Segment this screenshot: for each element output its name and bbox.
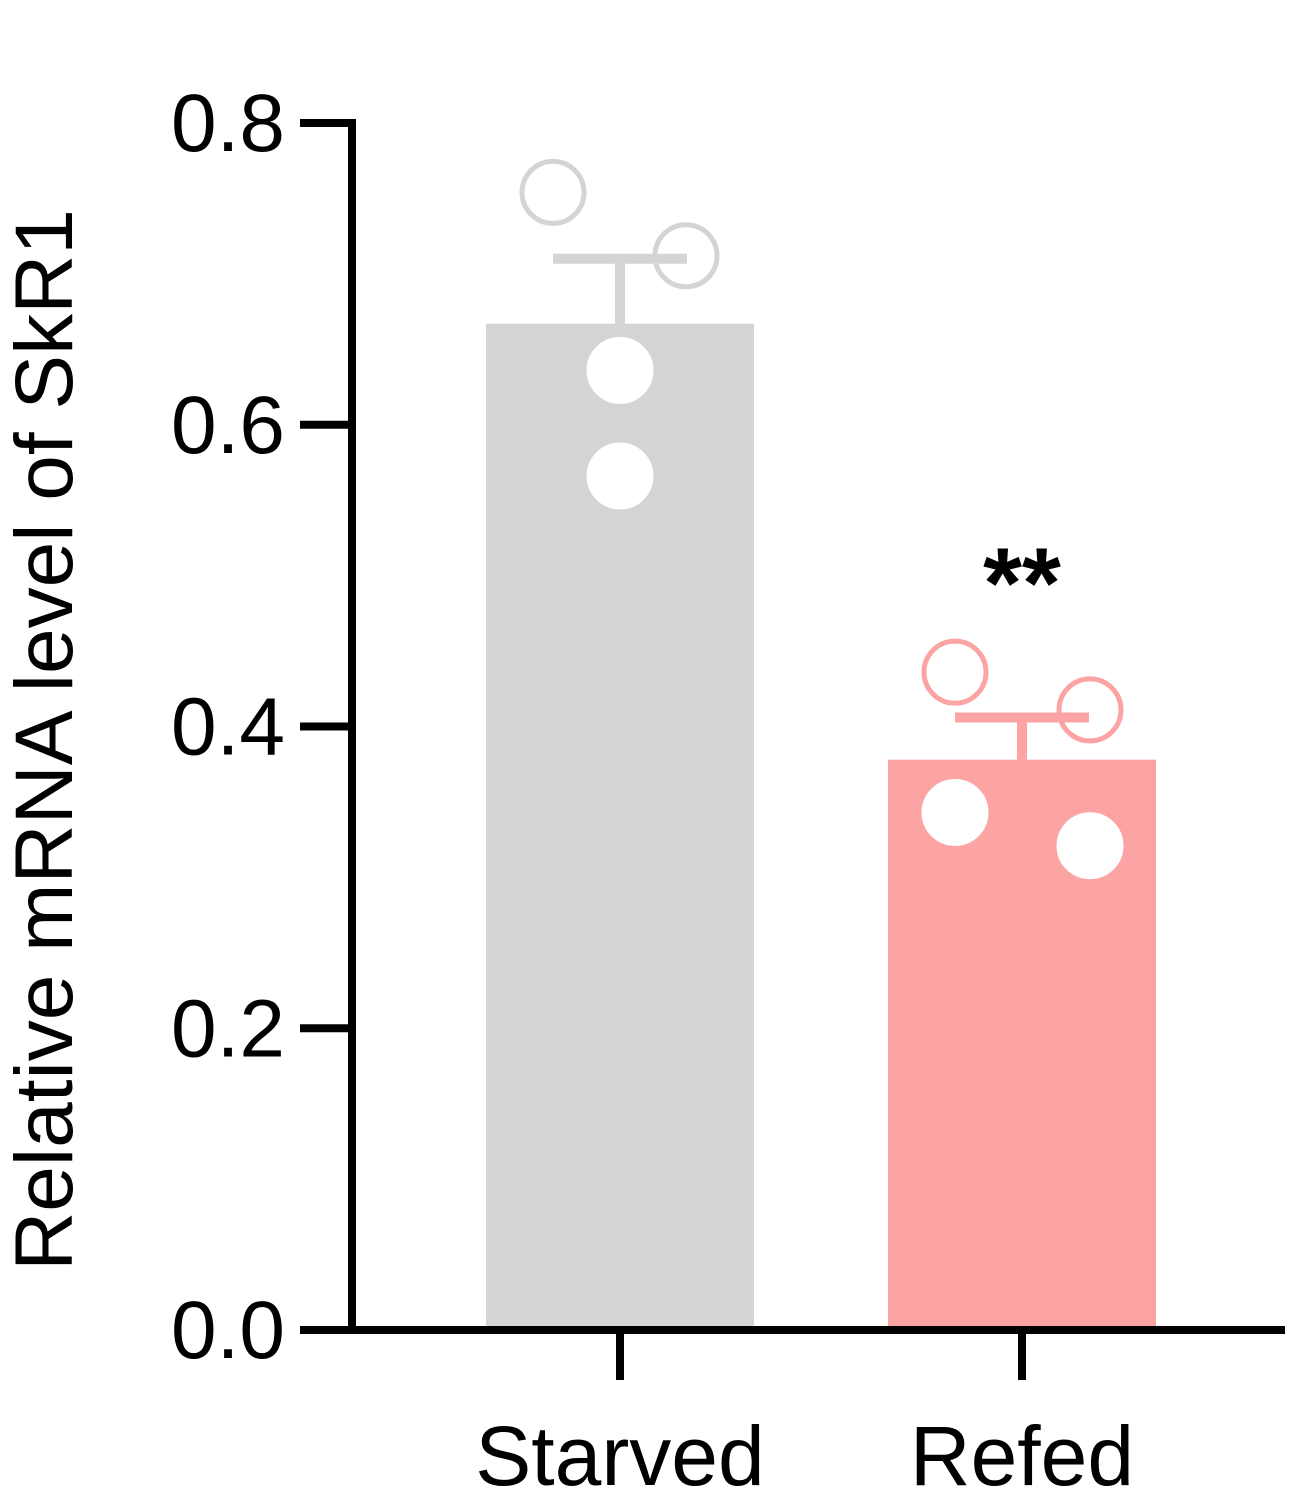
data-point [1056, 676, 1124, 744]
error-bar [955, 712, 1089, 760]
y-tick-label: 0.4 [171, 682, 285, 773]
y-tick-label: 0.0 [171, 1285, 285, 1376]
y-tick-label: 0.2 [171, 983, 285, 1074]
data-point [519, 158, 587, 226]
error-bar [553, 253, 687, 324]
y-tick-label: 0.6 [171, 380, 285, 471]
data-point [652, 222, 720, 290]
annotation: ** [983, 527, 1061, 639]
data-point [586, 336, 654, 404]
data-point [1056, 812, 1124, 880]
data-point [921, 778, 989, 846]
x-tick-label: Starved [475, 1409, 765, 1500]
y-tick-label: 0.8 [171, 78, 285, 169]
data-point [921, 638, 989, 706]
x-tick-label: Refed [910, 1409, 1134, 1500]
data-point [586, 442, 654, 510]
y-axis-label: Relative mRNA level of SkR1 [0, 209, 90, 1271]
